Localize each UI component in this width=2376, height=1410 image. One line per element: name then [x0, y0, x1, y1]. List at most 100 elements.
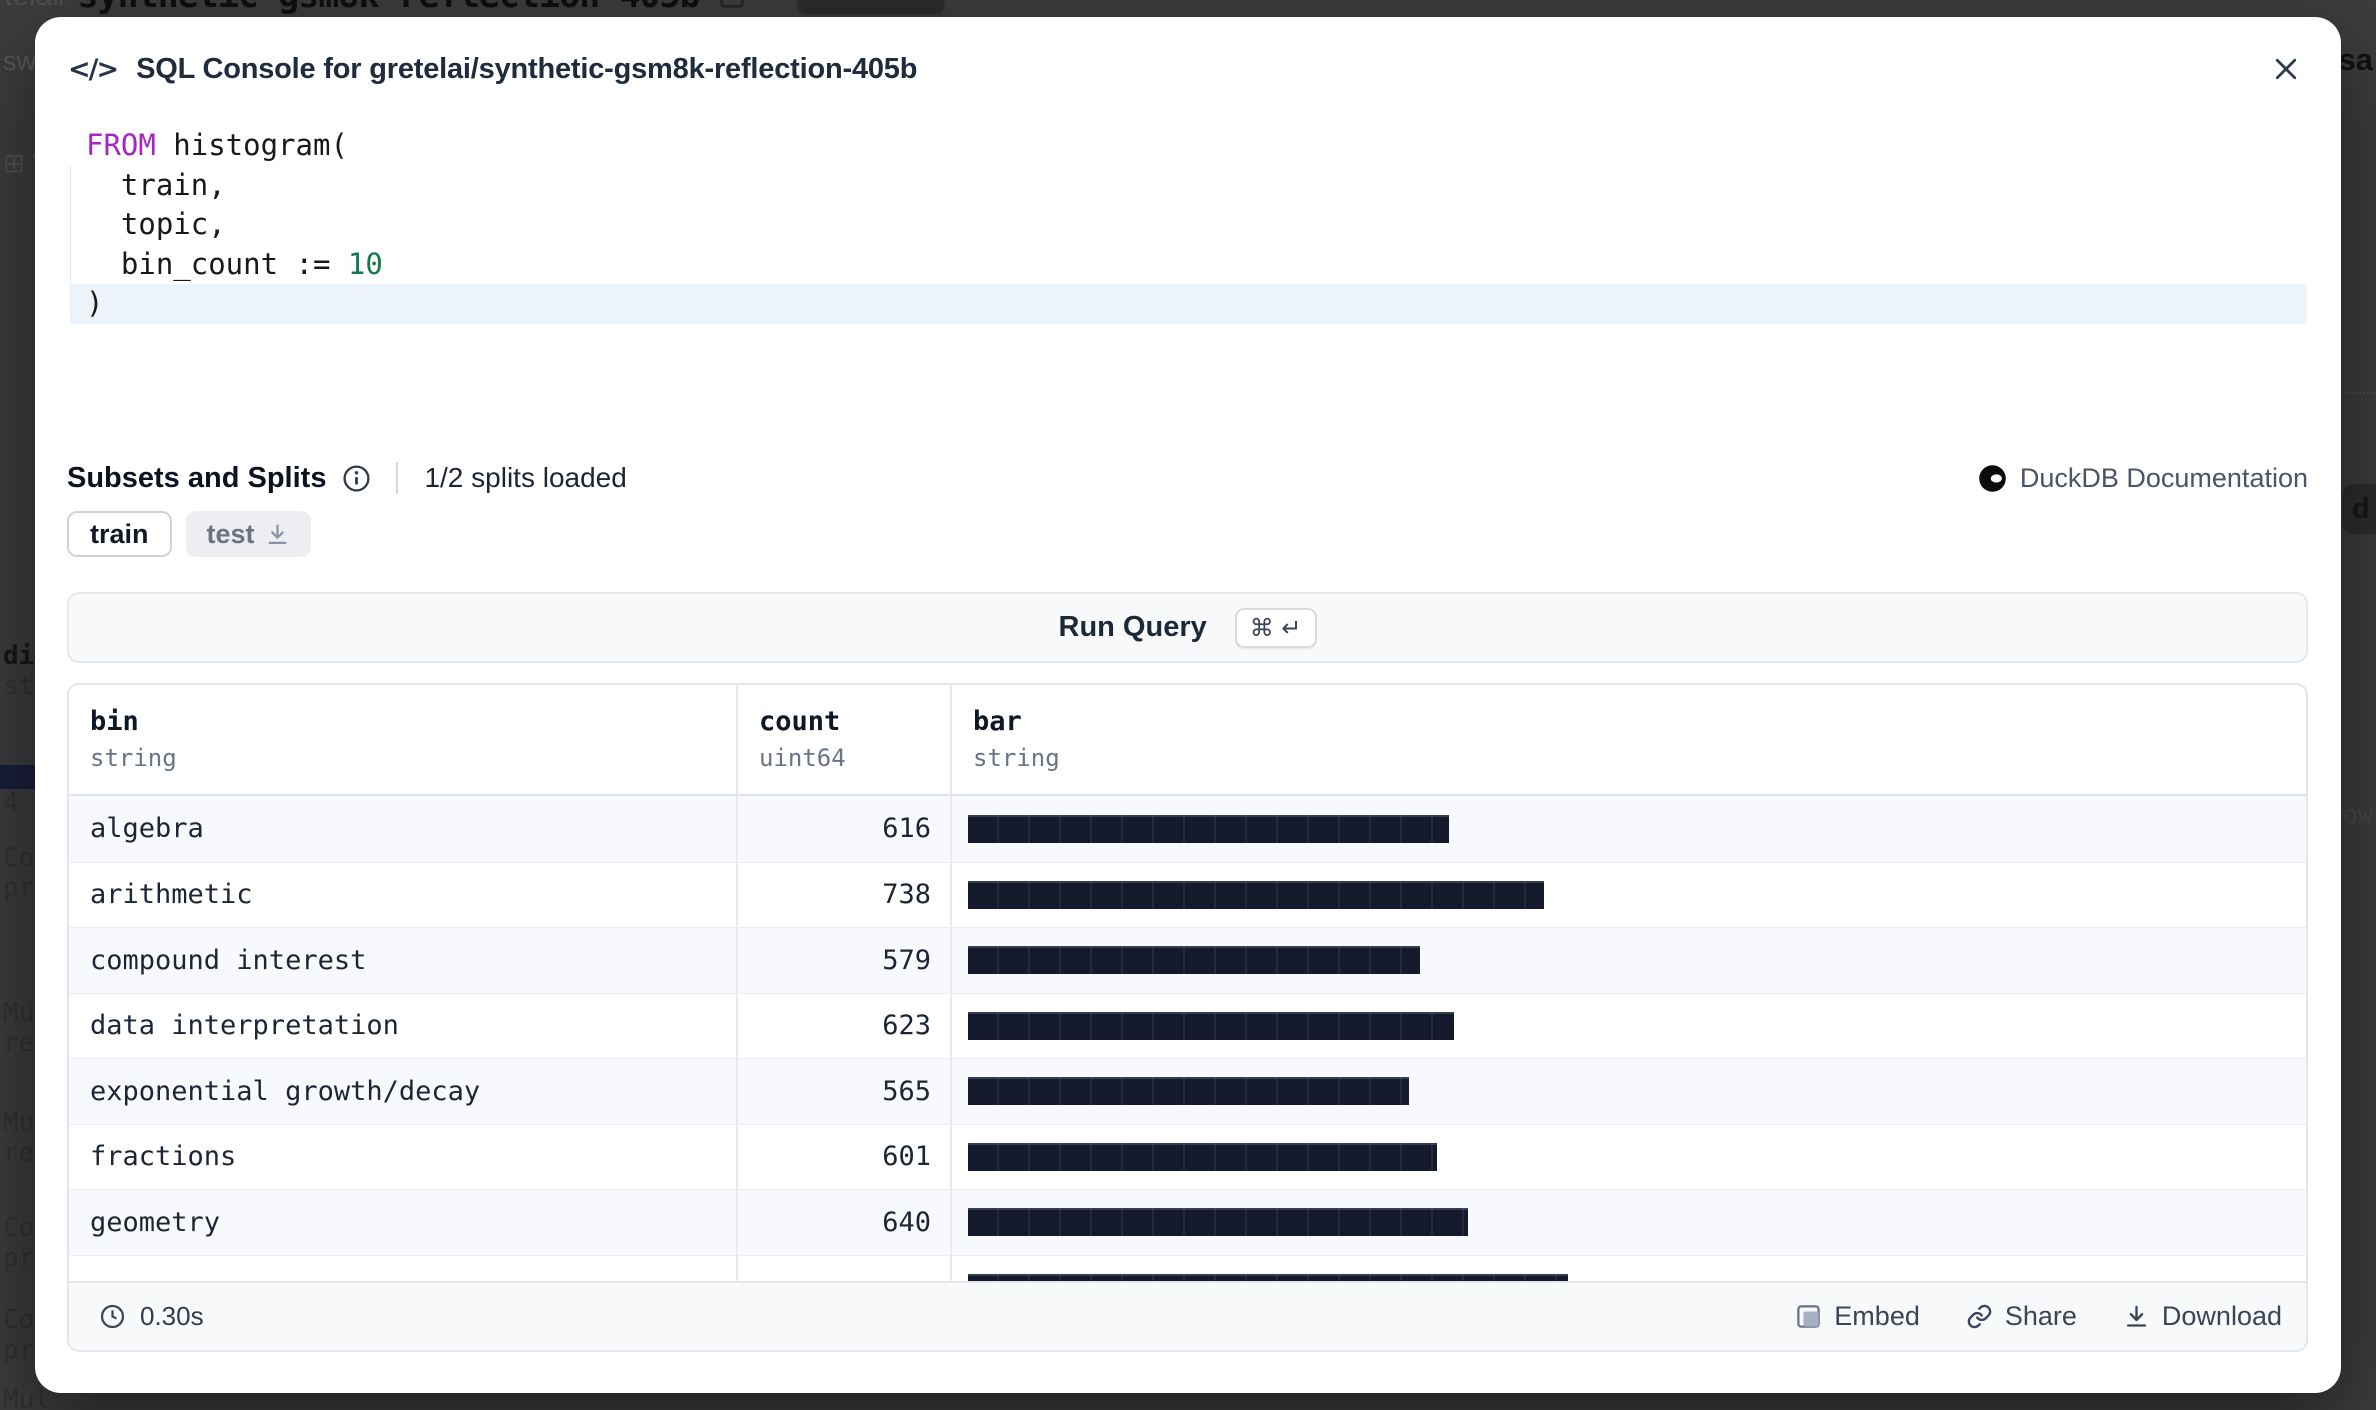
table-row: compound interest 579 — [69, 927, 2306, 993]
cell-bar — [952, 796, 2306, 862]
code-icon: </> — [68, 53, 119, 85]
column-name: bar — [973, 706, 1022, 737]
background-selected-row-fragment — [0, 765, 36, 789]
code-line[interactable]: FROM histogram( — [86, 128, 348, 162]
duckdb-logo-icon — [1979, 464, 2006, 492]
modal-title: SQL Console for gretelai/synthetic-gsm8k… — [136, 52, 918, 85]
cell-bin: exponential growth/decay — [69, 1059, 738, 1124]
cell-bin: arithmetic — [69, 862, 738, 927]
background-text-fragment: sw — [3, 46, 36, 76]
sql-console-modal: </> SQL Console for gretelai/synthetic-g… — [35, 17, 2341, 1393]
split-buttons: train test — [67, 511, 311, 557]
splits-status: 1/2 splits loaded — [424, 462, 627, 493]
cell-bar — [952, 928, 2306, 993]
code-line[interactable]: bin_count := 10 — [86, 246, 383, 281]
cell-bar — [952, 994, 2306, 1059]
code-line[interactable]: topic, — [86, 207, 226, 241]
column-header-count: count uint64 — [738, 685, 952, 794]
bar-rect — [968, 1142, 1437, 1171]
table-row: exponential growth/decay 565 — [69, 1058, 2306, 1124]
column-name: count — [759, 706, 841, 737]
cell-bin: geometry — [69, 1190, 738, 1255]
modal-header: </> SQL Console for gretelai/synthetic-g… — [68, 47, 917, 91]
split-button-train[interactable]: train — [67, 511, 172, 557]
results-card: bin string count uint64 bar string algeb… — [67, 683, 2308, 1352]
run-query-button[interactable]: Run Query ⌘ ↵ — [67, 592, 2308, 663]
close-icon — [2275, 58, 2297, 80]
share-button[interactable]: Share — [1966, 1301, 2077, 1332]
duckdb-docs-link[interactable]: DuckDB Documentation — [1978, 463, 2308, 494]
table-row: arithmetic 738 — [69, 861, 2306, 928]
indent-guide — [70, 166, 71, 316]
cell-bar — [952, 863, 2306, 928]
table-row: fractions 601 — [69, 1123, 2306, 1190]
share-link-icon — [1967, 1304, 1992, 1329]
bar-rect — [968, 880, 1544, 909]
code-line[interactable]: ) — [70, 284, 2307, 324]
cell-bin: data interpretation — [69, 993, 738, 1058]
info-icon[interactable] — [341, 463, 372, 494]
background-dataset-title: synthetic-gsm8k-reflection-405b — [77, 0, 700, 16]
background-page-header: telai/ synthetic-gsm8k-reflection-405b — [0, 0, 2376, 17]
cell-bin: fractions — [69, 1124, 738, 1189]
download-label: Download — [2161, 1301, 2282, 1331]
splits-heading: Subsets and Splits — [67, 461, 327, 494]
bar-rect — [968, 1011, 1454, 1040]
share-label: Share — [2004, 1301, 2077, 1331]
like-button-fragment — [795, 0, 946, 16]
cell-bar — [952, 1125, 2306, 1190]
bar-rect — [968, 946, 1420, 975]
bar-rect — [968, 1077, 1409, 1106]
keyboard-shortcut-badge: ⌘ ↵ — [1234, 607, 1317, 648]
code-line[interactable]: train, — [86, 167, 226, 202]
cell-count: 738 — [738, 862, 952, 927]
cell-count: 616 — [738, 796, 952, 862]
results-footer: 0.30s Embed Share Download — [69, 1281, 2306, 1350]
table-header: bin string count uint64 bar string — [69, 685, 2306, 796]
table-row: data interpretation 623 — [69, 992, 2306, 1059]
download-icon — [2126, 1305, 2147, 1327]
run-query-label: Run Query — [1058, 611, 1207, 643]
partial-row-clipped — [69, 1254, 2306, 1285]
embed-button[interactable]: Embed — [1795, 1301, 1920, 1332]
column-type: uint64 — [759, 744, 846, 772]
close-button[interactable] — [2263, 46, 2309, 92]
column-header-bar: bar string — [952, 685, 2306, 794]
cell-count: 623 — [738, 993, 952, 1058]
bar-rect — [968, 1208, 1468, 1237]
background-breadcrumb: telai/ — [4, 0, 67, 13]
embed-label: Embed — [1834, 1301, 1920, 1331]
bar-rect — [968, 814, 1449, 843]
table-row: geometry 640 — [69, 1189, 2306, 1255]
cell-count: 640 — [738, 1190, 952, 1255]
split-button-train-label: train — [90, 518, 149, 549]
query-duration: 0.30s — [140, 1301, 204, 1331]
table-row: algebra 616 — [69, 796, 2306, 862]
split-button-test-label: test — [206, 518, 255, 549]
cell-bin: compound interest — [69, 928, 738, 993]
column-name: bin — [90, 706, 139, 737]
bar-rect — [968, 1274, 1568, 1285]
column-header-bin: bin string — [69, 685, 738, 794]
background-dotted-divider — [2344, 392, 2376, 394]
splits-row: Subsets and Splits 1/2 splits loaded Duc… — [67, 452, 2308, 504]
duckdb-docs-label: DuckDB Documentation — [2019, 462, 2308, 493]
copy-icon — [719, 0, 744, 8]
download-button[interactable]: Download — [2123, 1301, 2282, 1332]
cell-count: 565 — [738, 1059, 952, 1124]
split-button-test[interactable]: test — [185, 511, 311, 557]
cell-count: 579 — [738, 928, 952, 993]
column-type: string — [973, 744, 1060, 772]
sql-editor[interactable]: FROM histogram( train, topic, bin_count … — [70, 109, 2307, 445]
download-split-icon — [268, 524, 286, 544]
cell-count: 601 — [738, 1124, 952, 1189]
cell-bin: algebra — [69, 796, 738, 862]
code-lines: FROM histogram( train, topic, bin_count … — [70, 126, 2307, 324]
cell-bar — [952, 1190, 2306, 1255]
background-text-fragment: Mul — [3, 1385, 50, 1410]
clock-icon — [100, 1304, 125, 1329]
column-type: string — [90, 744, 177, 772]
embed-icon — [1797, 1305, 1821, 1328]
background-button-fragment: d — [2340, 482, 2376, 536]
divider — [396, 462, 399, 494]
